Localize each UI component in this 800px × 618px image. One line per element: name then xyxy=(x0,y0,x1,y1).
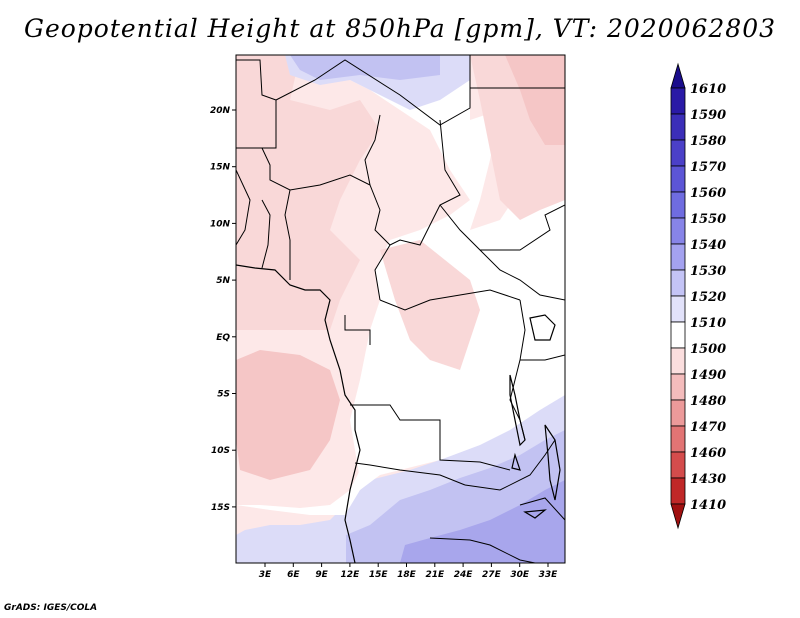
colorbar-label: 1490 xyxy=(690,368,726,383)
colorbar-label: 1480 xyxy=(690,394,726,409)
lat-label: 15N xyxy=(210,163,231,173)
colorbar-swatch xyxy=(670,347,686,375)
grads-credit: GrADS: IGES/COLA xyxy=(4,603,98,613)
colorbar-label: 1460 xyxy=(690,446,726,461)
colorbar-label: 1470 xyxy=(690,420,726,435)
colorbar-swatch xyxy=(670,451,686,479)
colorbar-label: 1550 xyxy=(690,212,726,227)
colorbar-label: 1510 xyxy=(690,316,726,331)
colorbar-swatch xyxy=(670,269,686,297)
colorbar-label: 1500 xyxy=(690,342,726,357)
colorbar-swatch xyxy=(670,165,686,193)
colorbar-top-arrow xyxy=(670,62,686,89)
lat-label: 5S xyxy=(217,390,230,400)
lon-label: 27E xyxy=(482,570,502,580)
lat-label: 15S xyxy=(211,503,230,513)
coastline xyxy=(236,264,361,563)
lat-label: 10S xyxy=(211,446,230,456)
lon-label: 24E xyxy=(454,570,474,580)
lon-label: 18E xyxy=(397,570,417,580)
colorbar: 1610 1590 1580 1570 1560 1550 1540 1530 1520 1510… xyxy=(670,62,726,530)
lon-label: 6E xyxy=(287,570,300,580)
colorbar-swatch xyxy=(670,295,686,323)
colorbar-label: 1430 xyxy=(690,472,726,487)
latitude-axis: 20N 15N 10N 5N EQ 5S 10S 15S xyxy=(210,106,236,513)
field-central-pink xyxy=(380,240,480,370)
lon-label: 9E xyxy=(315,570,328,580)
colorbar-label: 1590 xyxy=(690,108,726,123)
map-frame xyxy=(235,54,566,564)
lon-label: 30E xyxy=(510,570,530,580)
colorbar-label: 1580 xyxy=(690,134,726,149)
lon-label: 15E xyxy=(369,570,389,580)
colorbar-swatch xyxy=(670,425,686,453)
lon-label: 33E xyxy=(539,570,559,580)
colorbar-swatch xyxy=(670,87,686,115)
colorbar-swatch xyxy=(670,191,686,219)
map-panel xyxy=(236,55,565,563)
lon-label: 12E xyxy=(341,570,361,580)
colorbar-label: 1560 xyxy=(690,186,726,201)
colorbar-label: 1540 xyxy=(690,238,726,253)
longitude-axis: 3E 6E 9E 12E 15E 18E 21E 24E 27E 30E 33E xyxy=(259,563,558,580)
lakes xyxy=(509,314,561,519)
colorbar-swatch xyxy=(670,243,686,271)
lat-label: 20N xyxy=(210,106,231,116)
colorbar-label: 1570 xyxy=(690,160,726,175)
lat-label: EQ xyxy=(216,333,230,343)
colorbar-label: 1520 xyxy=(690,290,726,305)
field-north-blue-strong xyxy=(290,55,440,80)
colorbar-label: 1410 xyxy=(690,498,726,513)
colorbar-swatch xyxy=(670,373,686,401)
lat-label: 10N xyxy=(210,219,231,229)
lon-label: 21E xyxy=(425,570,445,580)
lat-label: 5N xyxy=(216,276,230,286)
colorbar-swatch xyxy=(670,321,686,349)
field-northeast-mid-red xyxy=(505,55,565,145)
colorbar-swatch xyxy=(670,477,686,505)
colorbar-swatch xyxy=(670,217,686,245)
field-northwest-pink xyxy=(236,55,380,330)
field-atlantic-red xyxy=(236,350,340,480)
colorbar-label: 1610 xyxy=(690,82,726,97)
colorbar-swatch xyxy=(670,139,686,167)
field-south-strong-blue xyxy=(400,480,565,563)
map-title: Geopotential Height at 850hPa [gpm], VT:… xyxy=(23,14,777,43)
country-borders xyxy=(236,55,565,563)
colorbar-swatch xyxy=(670,399,686,427)
colorbar-bottom-arrow xyxy=(670,503,686,530)
colorbar-label: 1530 xyxy=(690,264,726,279)
colorbar-swatch xyxy=(670,113,686,141)
lon-label: 3E xyxy=(259,570,272,580)
field-south-white-band xyxy=(236,470,380,515)
